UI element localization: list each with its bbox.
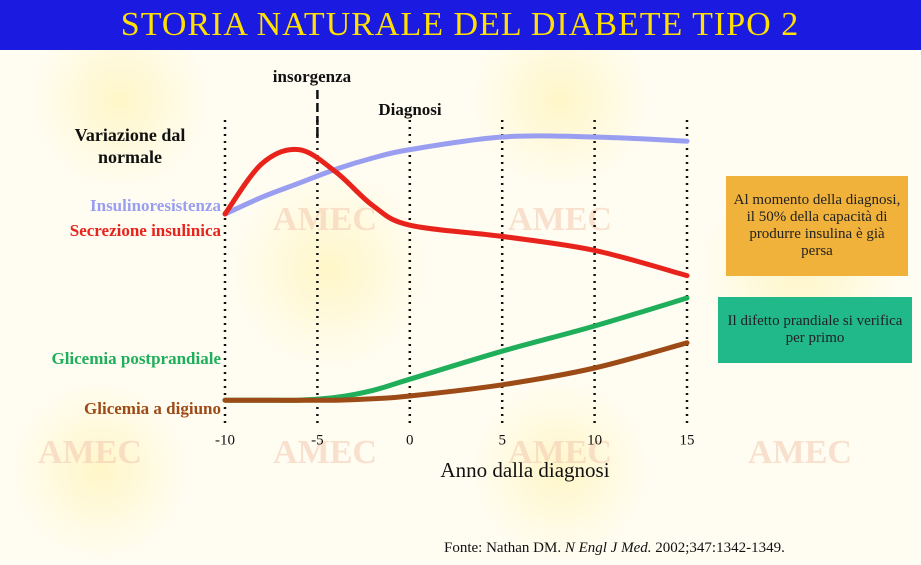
bg-pattern <box>470 380 650 560</box>
x-tick-label: 10 <box>587 432 602 448</box>
source: Fonte: Nathan DM. N Engl J Med. 2002;347… <box>444 540 785 557</box>
watermark: AMEC <box>38 434 142 471</box>
bg-pattern <box>10 380 190 560</box>
chart-title: STORIA NATURALE DEL DIABETE TIPO 2 <box>121 6 799 43</box>
callout: Il difetto prandiale si verifica per pri… <box>718 297 912 363</box>
watermark: AMEC <box>273 434 377 471</box>
callout: Al momento della diagnosi, il 50% della … <box>726 176 908 276</box>
bg-pattern <box>470 10 650 190</box>
series-line <box>222 340 690 403</box>
watermark: AMEC <box>273 201 377 238</box>
watermark: AMEC <box>508 434 612 471</box>
annotation: insorgenza <box>273 67 352 86</box>
bg-pattern <box>230 170 430 370</box>
x-tick-label: 5 <box>498 432 506 448</box>
series-label: Secrezione insulinica <box>70 221 222 240</box>
x-axis-label: Anno dalla diagnosi <box>440 458 609 482</box>
series-label: Insulinoresistenza <box>90 196 221 215</box>
x-tick-label: -10 <box>215 432 235 448</box>
annotation: Diagnosi <box>378 100 442 119</box>
y-axis-label: Variazione dal normale <box>74 125 186 167</box>
series-label: Glicemia postprandiale <box>51 349 221 368</box>
source-text: 2002;347:1342-1349. <box>655 540 785 556</box>
title-bar <box>0 0 921 50</box>
series-line <box>222 146 690 279</box>
bg-pattern <box>30 10 210 190</box>
source-text: Fonte: Nathan DM. <box>444 540 562 556</box>
series-line <box>222 133 690 217</box>
watermark: AMEC <box>508 201 612 238</box>
x-tick-label: -5 <box>311 432 324 448</box>
source-journal: N Engl J Med. <box>564 540 652 556</box>
x-tick-label: 0 <box>406 432 414 448</box>
watermark: AMEC <box>748 434 852 471</box>
series-label: Glicemia a digiuno <box>84 399 221 418</box>
x-tick-label: 15 <box>680 432 695 448</box>
